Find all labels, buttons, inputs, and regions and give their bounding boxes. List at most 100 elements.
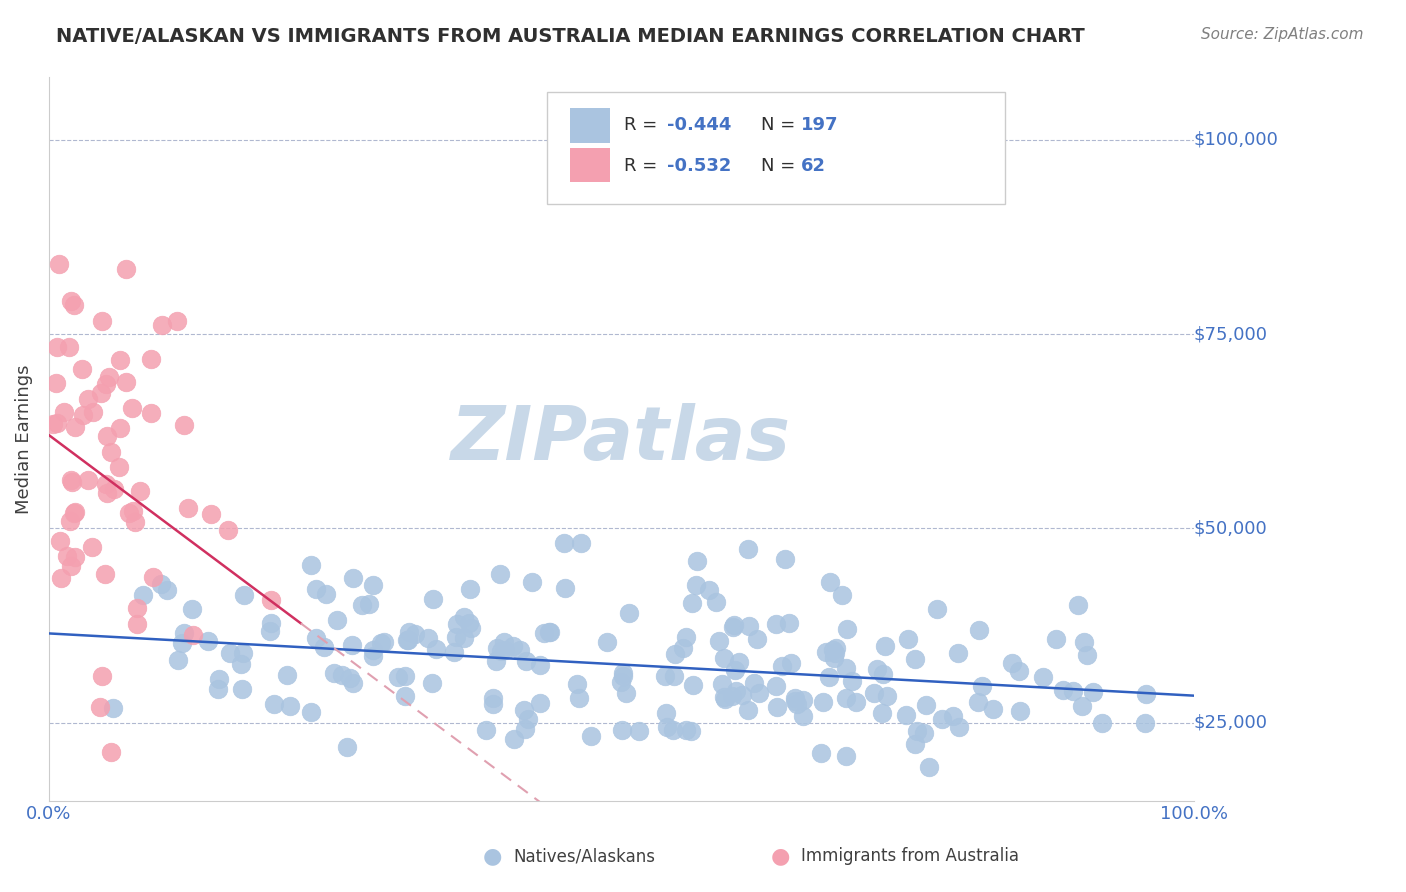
Point: [783, 691, 806, 706]
Text: -0.532: -0.532: [666, 157, 731, 175]
Point: [125, 600, 148, 615]
Point: [792, 709, 814, 723]
Point: [63, 298, 86, 312]
Point: [139, 406, 162, 420]
Point: [76, 473, 98, 487]
Point: [76, 392, 98, 406]
Point: [831, 588, 853, 602]
Point: [481, 690, 503, 705]
Text: -0.444: -0.444: [666, 116, 731, 134]
Point: [825, 640, 848, 655]
Point: [785, 694, 807, 708]
Point: [823, 651, 845, 665]
Point: [540, 625, 562, 640]
Point: [569, 536, 592, 550]
Point: [94, 567, 117, 582]
Point: [875, 639, 897, 653]
Point: [323, 666, 346, 681]
Point: [522, 574, 544, 589]
Point: [263, 697, 285, 711]
Point: [876, 689, 898, 703]
Point: [59, 515, 82, 529]
Point: [664, 647, 686, 661]
Point: [969, 624, 991, 638]
Point: [725, 684, 748, 698]
Point: [60, 559, 83, 574]
Point: [745, 632, 768, 646]
Point: [1032, 670, 1054, 684]
Point: [862, 686, 884, 700]
Point: [509, 643, 531, 657]
Point: [398, 625, 420, 640]
Point: [278, 699, 301, 714]
Point: [1001, 656, 1024, 670]
Point: [948, 720, 970, 734]
Point: [654, 668, 676, 682]
Point: [125, 617, 148, 632]
Point: [342, 571, 364, 585]
Point: [446, 617, 468, 632]
Point: [208, 672, 231, 686]
Point: [818, 670, 841, 684]
Point: [173, 417, 195, 432]
Point: [627, 724, 650, 739]
Point: [90, 314, 112, 328]
Text: 197: 197: [801, 116, 838, 134]
Point: [82, 405, 104, 419]
Point: [1081, 685, 1104, 699]
Point: [361, 642, 384, 657]
Point: [100, 444, 122, 458]
Point: [100, 745, 122, 759]
Point: [610, 723, 633, 738]
Point: [52, 405, 75, 419]
Point: [82, 540, 104, 554]
Point: [98, 370, 121, 384]
Point: [655, 706, 678, 720]
Point: [352, 598, 374, 612]
Point: [912, 726, 935, 740]
Point: [942, 709, 965, 723]
Point: [778, 616, 800, 631]
Point: [231, 657, 253, 672]
Point: [482, 697, 505, 711]
Point: [904, 651, 927, 665]
Point: [728, 655, 751, 669]
Point: [1067, 598, 1090, 612]
Point: [682, 678, 704, 692]
Point: [200, 507, 222, 521]
Point: [662, 723, 685, 737]
Point: [948, 646, 970, 660]
Point: [305, 582, 328, 597]
Point: [686, 554, 709, 568]
Point: [1008, 705, 1031, 719]
Point: [579, 729, 602, 743]
Point: [612, 669, 634, 683]
Point: [714, 692, 737, 706]
Text: ●: ●: [482, 847, 502, 866]
Point: [232, 588, 254, 602]
Point: [96, 477, 118, 491]
Point: [814, 644, 837, 658]
Point: [1135, 687, 1157, 701]
Point: [197, 634, 219, 648]
Point: [503, 731, 526, 746]
Point: [737, 541, 759, 556]
Point: [1071, 699, 1094, 714]
Point: [260, 616, 283, 631]
Point: [872, 667, 894, 681]
Point: [1135, 715, 1157, 730]
Point: [554, 581, 576, 595]
Point: [336, 739, 359, 754]
Point: [217, 523, 239, 537]
Point: [443, 644, 465, 658]
Point: [115, 375, 138, 389]
Point: [612, 665, 634, 680]
Point: [704, 595, 727, 609]
Point: [118, 506, 141, 520]
Text: $100,000: $100,000: [1194, 130, 1278, 149]
Point: [675, 630, 697, 644]
Point: [259, 624, 281, 638]
Point: [394, 689, 416, 703]
Point: [181, 628, 204, 642]
Point: [731, 688, 754, 702]
